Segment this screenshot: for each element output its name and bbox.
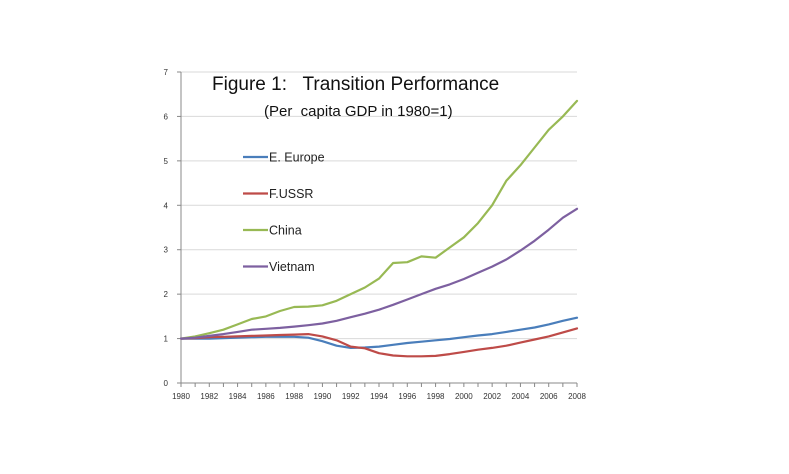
- legend-label: China: [269, 224, 302, 238]
- series-line-e-europe: [179, 316, 579, 349]
- axis-layer: 0 1 2 3 4 5 6 7 1980 1982 1984 1986 1988 1990 1992 1994…: [164, 68, 587, 401]
- legend-label: F.USSR: [269, 187, 313, 201]
- y-tick-label: 1: [164, 335, 169, 344]
- x-tick-label: 1994: [370, 392, 388, 401]
- y-tick-label: 2: [164, 290, 169, 299]
- legend-label: E. Europe: [269, 151, 325, 165]
- series-line-china: [179, 99, 579, 340]
- y-tick-label: 5: [164, 157, 169, 166]
- grid-layer: [181, 71, 577, 340]
- chart-subtitle: (Per capita GDP in 1980=1): [264, 103, 453, 120]
- x-tick-label: 1984: [229, 392, 247, 401]
- x-tick-label: 2004: [512, 392, 530, 401]
- x-tick-label: 1990: [314, 392, 332, 401]
- y-tick-label: 7: [164, 68, 169, 77]
- legend-label: Vietnam: [269, 260, 315, 274]
- series-line-vietnam: [179, 207, 579, 340]
- y-tick-label: 3: [164, 246, 169, 255]
- y-tick-label: 0: [164, 379, 169, 388]
- x-tick-label: 2002: [483, 392, 501, 401]
- x-tick-label: 2000: [455, 392, 473, 401]
- x-tick-label: 1980: [172, 392, 190, 401]
- chart-title: Figure 1: Transition Performance: [212, 74, 499, 95]
- x-tick-label: 1982: [200, 392, 218, 401]
- x-tick-label: 1988: [285, 392, 303, 401]
- title-layer: Figure 1: Transition Performance (Per ca…: [212, 74, 499, 120]
- x-tick-label: 2006: [540, 392, 558, 401]
- series-line-f-ussr: [179, 327, 579, 358]
- x-tick-label: 1998: [427, 392, 445, 401]
- y-tick-label: 6: [164, 112, 169, 121]
- x-tick-label: 1992: [342, 392, 360, 401]
- x-tick-label: 1996: [398, 392, 416, 401]
- y-tick-label: 4: [164, 201, 169, 210]
- x-tick-label: 2008: [568, 392, 586, 401]
- legend: E. Europe F.USSR China Vietnam: [243, 151, 325, 274]
- series-layer: [179, 99, 579, 358]
- x-tick-label: 1986: [257, 392, 275, 401]
